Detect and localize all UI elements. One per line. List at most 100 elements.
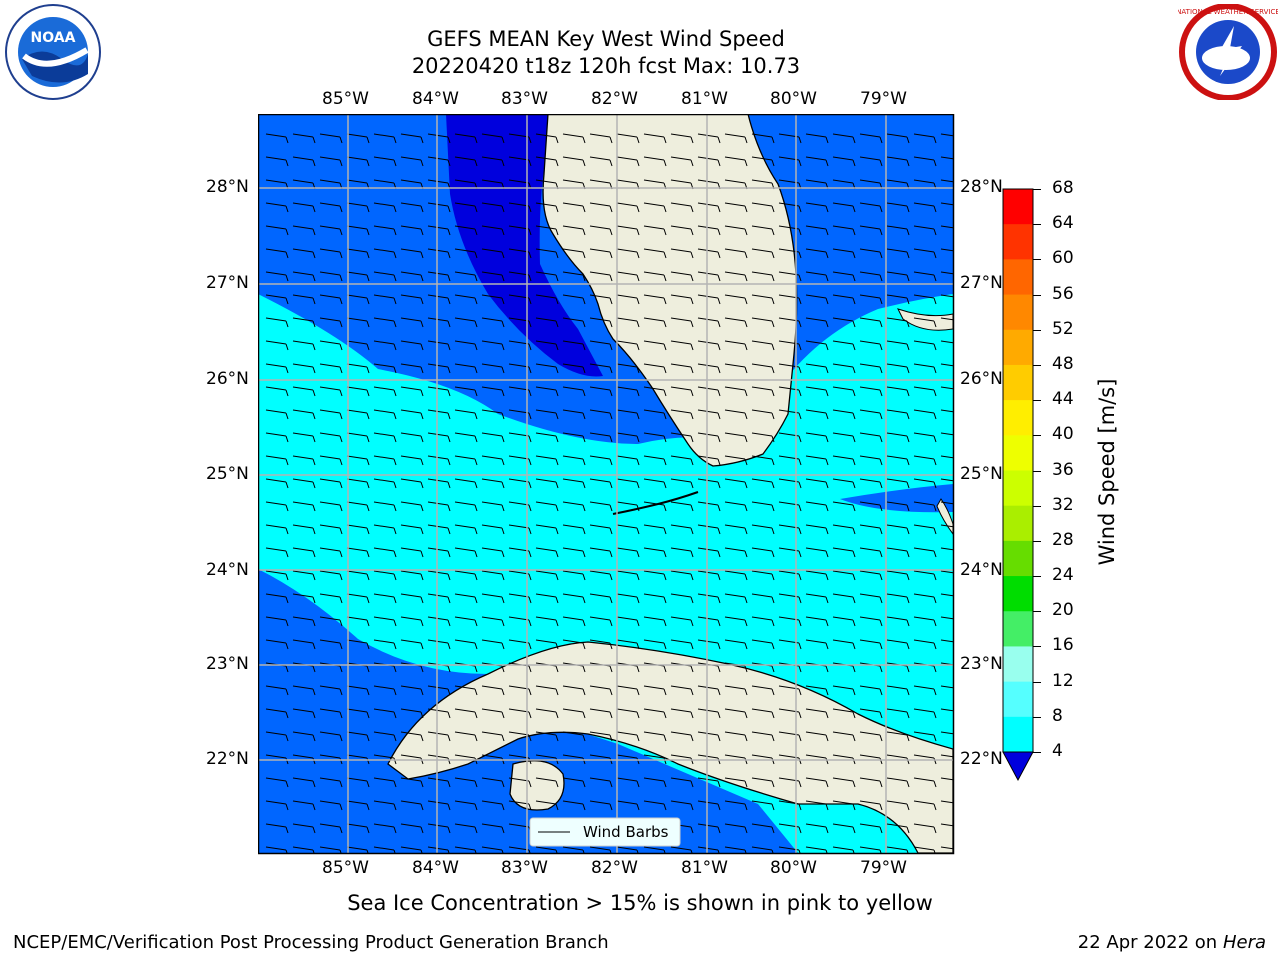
wind-barb xyxy=(562,156,586,167)
wind-barb xyxy=(940,248,953,252)
wind-barb xyxy=(697,754,721,765)
wind-barb xyxy=(805,363,829,374)
wind-barb xyxy=(292,409,316,420)
wind-barb xyxy=(400,639,424,650)
wind-barb xyxy=(454,501,478,512)
wind-barb xyxy=(940,823,953,827)
wind-barb xyxy=(670,616,694,627)
wind-barb xyxy=(346,800,370,811)
lat-label-right-26: 26°N xyxy=(960,369,1003,389)
wind-barb xyxy=(670,685,694,696)
colorbar-tick-label: 4 xyxy=(1052,741,1063,761)
lon-label-top-85: 85°W xyxy=(322,89,369,109)
wind-barb xyxy=(427,202,451,213)
wind-barb xyxy=(913,524,937,535)
wind-barb xyxy=(751,133,775,144)
wind-barb xyxy=(751,409,775,420)
wind-barb xyxy=(535,547,559,558)
wind-barb xyxy=(697,639,721,650)
wind-barb xyxy=(805,846,828,853)
wind-barb xyxy=(589,501,613,512)
wind-barb xyxy=(589,294,613,305)
wind-barb xyxy=(400,685,424,696)
wind-barb xyxy=(643,340,667,351)
wind-barb xyxy=(427,271,451,282)
wind-barb xyxy=(886,363,910,374)
wind-barb xyxy=(427,340,451,351)
wind-barb xyxy=(724,478,748,489)
wind-barb xyxy=(940,616,953,620)
wind-barb xyxy=(373,455,397,466)
wind-barb xyxy=(562,478,586,489)
wind-barb xyxy=(670,271,694,282)
wind-barb xyxy=(373,547,397,558)
wind-barb xyxy=(670,777,694,788)
wind-barb xyxy=(400,731,424,742)
wind-barb xyxy=(508,133,532,144)
wind-barb xyxy=(643,202,667,213)
colorbar-band xyxy=(1003,329,1033,366)
wind-barb xyxy=(832,846,855,853)
wind-barb xyxy=(832,271,856,282)
wind-barb xyxy=(886,501,910,512)
wind-barb xyxy=(481,363,505,374)
wind-barb xyxy=(724,340,748,351)
colorbar-tick-mark xyxy=(1033,470,1041,472)
wind-barb xyxy=(454,616,478,627)
wind-barb xyxy=(400,225,424,236)
wind-barb xyxy=(886,271,910,282)
wind-barb xyxy=(535,386,559,397)
wind-barb xyxy=(670,133,694,144)
wind-barb xyxy=(400,708,424,719)
wind-barb xyxy=(292,524,316,535)
wind-barb xyxy=(670,432,694,443)
wind-barb xyxy=(373,800,397,811)
wind-barb xyxy=(913,846,936,853)
wind-barb xyxy=(670,317,694,328)
wind-barb xyxy=(400,846,423,853)
wind-barb xyxy=(670,547,694,558)
wind-barb xyxy=(859,455,883,466)
wind-barb xyxy=(643,800,667,811)
wind-barb xyxy=(319,340,343,351)
colorbar-bands xyxy=(1003,189,1033,753)
wind-barb xyxy=(805,455,829,466)
wind-barb xyxy=(400,202,424,213)
wind-barb xyxy=(805,754,829,765)
wind-barb xyxy=(859,202,883,213)
colorbar-tick-mark xyxy=(1033,364,1041,366)
wind-barb xyxy=(886,455,910,466)
wind-barb xyxy=(562,846,585,853)
wind-barb xyxy=(562,409,586,420)
wind-barb xyxy=(346,547,370,558)
wind-barb xyxy=(292,317,316,328)
wind-barb xyxy=(400,570,424,581)
wind-barb xyxy=(940,133,953,137)
wind-barb xyxy=(913,800,937,811)
wind-barb xyxy=(616,156,640,167)
wind-barb xyxy=(697,317,721,328)
wind-barb xyxy=(481,823,505,834)
wind-barb xyxy=(481,800,505,811)
wind-barb xyxy=(616,616,640,627)
wind-barb xyxy=(562,294,586,305)
wind-barb xyxy=(724,294,748,305)
wind-barb xyxy=(643,685,667,696)
wind-barb xyxy=(535,846,558,853)
wind-barb xyxy=(454,156,478,167)
wind-barb xyxy=(670,478,694,489)
wind-barb xyxy=(265,294,289,305)
wind-barb xyxy=(319,501,343,512)
wind-barb xyxy=(832,409,856,420)
colorbar-band xyxy=(1003,576,1033,612)
wind-barb xyxy=(751,846,774,853)
wind-barb xyxy=(697,133,721,144)
wind-barb xyxy=(886,685,910,696)
wind-barb xyxy=(589,317,613,328)
wind-barb xyxy=(697,524,721,535)
wind-barb xyxy=(670,708,694,719)
wind-barb xyxy=(427,846,450,853)
wind-barb xyxy=(805,225,829,236)
wind-barb xyxy=(832,524,856,535)
wind-barb xyxy=(508,271,532,282)
